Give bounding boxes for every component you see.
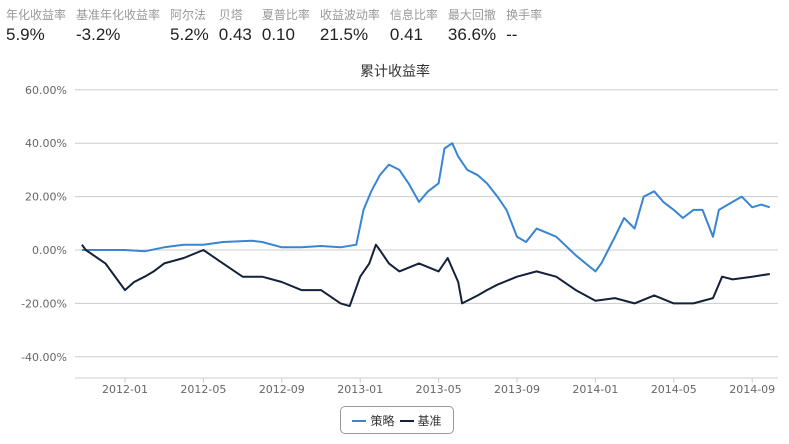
x-tick-label: 2012-05 (180, 383, 226, 396)
stat-item: 年化收益率 5.9% (6, 6, 66, 45)
stat-item: 阿尔法 5.2% (170, 6, 209, 45)
y-tick-label: 60.00% (25, 84, 67, 97)
stat-item: 信息比率 0.41 (390, 6, 438, 45)
stat-label: 换手率 (506, 8, 543, 22)
x-tick-label: 2013-05 (416, 383, 462, 396)
stat-value: 0.43 (218, 25, 252, 44)
stat-item: 最大回撤 36.6% (448, 6, 496, 45)
stat-item: 收益波动率 21.5% (320, 6, 380, 45)
x-tick-label: 2014-05 (651, 383, 697, 396)
stat-label: 信息比率 (389, 8, 438, 22)
legend-label: 基准 (417, 413, 442, 428)
stat-item: 贝塔 0.43 (219, 6, 252, 45)
y-tick-label: -40.00% (21, 351, 67, 364)
stat-value: -3.2% (76, 25, 121, 44)
stat-item: 夏普比率 0.10 (262, 6, 310, 45)
x-tick-label: 2014-09 (729, 383, 775, 396)
series-line-strategy (81, 142, 771, 273)
legend-swatch (399, 420, 414, 422)
legend-label: 策略 (370, 413, 395, 428)
x-tick-label: 2012-09 (259, 383, 305, 396)
stat-label: 夏普比率 (261, 8, 310, 22)
stat-value: 5.2% (170, 25, 209, 44)
stats-bar: 年化收益率 5.9% 基准年化收益率 -3.2% 阿尔法 5.2% 贝塔 0.43 夏普比率 0.… (0, 6, 546, 45)
stat-label: 最大回撤 (447, 8, 496, 22)
legend-item[interactable]: 策略 (352, 412, 395, 429)
y-tick-label: -20.00% (21, 297, 67, 310)
y-tick-label: 40.00% (25, 137, 67, 150)
stat-value: -- (506, 25, 518, 44)
stat-value: 5.9% (6, 25, 45, 44)
x-tick-label: 2013-09 (494, 383, 540, 396)
stat-value: 0.41 (389, 25, 423, 44)
y-tick-label: 20.00% (25, 191, 67, 204)
stat-item: 基准年化收益率 -3.2% (76, 6, 160, 45)
stat-label: 年化收益率 (6, 8, 67, 22)
stat-value: 21.5% (319, 25, 369, 44)
legend-item[interactable]: 基准 (399, 412, 442, 429)
stat-label: 贝塔 (218, 8, 243, 22)
x-tick-label: 2012-01 (102, 383, 148, 396)
chart-legend: 策略 基准 (340, 406, 454, 434)
stat-label: 阿尔法 (170, 8, 207, 22)
stat-value: 0.10 (261, 25, 295, 44)
y-tick-label: 0.00% (32, 244, 67, 257)
x-tick-label: 2013-01 (337, 383, 383, 396)
series-line-benchmark (81, 243, 770, 308)
stat-value: 36.6% (447, 25, 497, 44)
stat-item: 换手率 -- (506, 6, 542, 45)
stat-label: 收益波动率 (319, 8, 380, 22)
stat-label: 基准年化收益率 (76, 8, 161, 22)
x-tick-label: 2014-01 (572, 383, 618, 396)
legend-swatch (352, 420, 367, 422)
chart-title: 累计收益率 (360, 63, 430, 80)
